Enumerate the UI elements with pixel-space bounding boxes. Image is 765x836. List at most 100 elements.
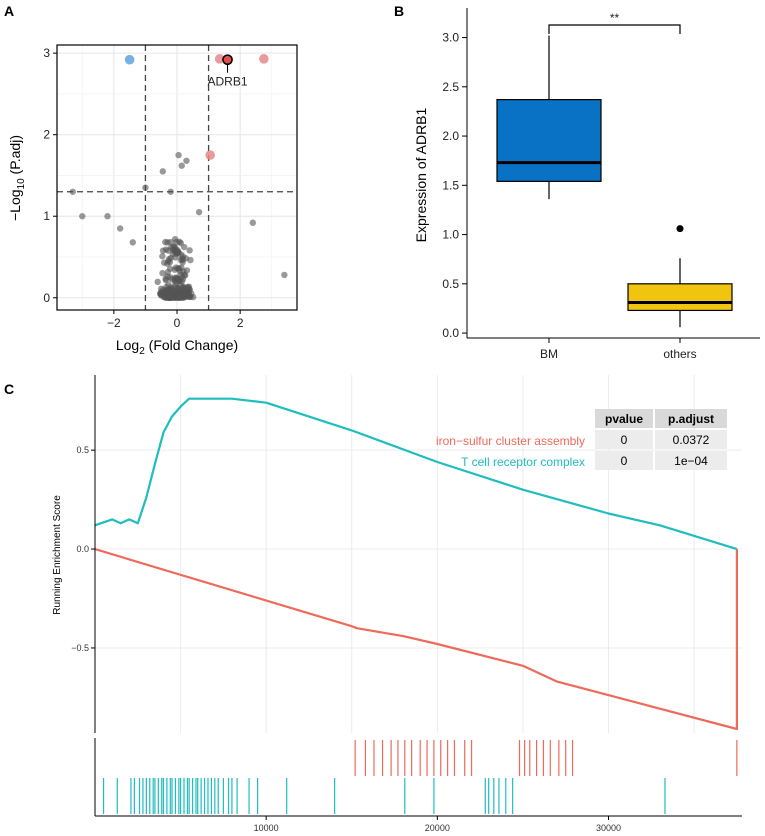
significance-bracket xyxy=(548,24,681,34)
box-bm xyxy=(496,99,602,182)
box-x-tick-label: BM xyxy=(540,347,558,361)
volcano-point xyxy=(167,274,174,281)
volcano-sig-point-up xyxy=(214,54,225,64)
volcano-sig-point-down xyxy=(124,54,135,65)
volcano-point xyxy=(176,267,183,274)
volcano-point xyxy=(159,269,166,277)
gsea-ticks: 10000 20000 30000 −0.5 0.0 0.5 xyxy=(71,445,621,833)
panel-letter-a: A xyxy=(4,3,14,19)
volcano-point xyxy=(176,238,183,245)
volcano-x-title-sub: 2 xyxy=(139,346,145,357)
box-others xyxy=(627,283,733,312)
box-y-tick-label: 1.5 xyxy=(442,178,459,192)
volcano-x-tick-label: 0 xyxy=(174,316,181,330)
volcano-y-tick-label: 0 xyxy=(43,291,50,305)
gsea-legend: iron−sulfur cluster assembly T cell recep… xyxy=(436,434,585,469)
gsea-table-cell-text: 0 xyxy=(621,454,628,468)
volcano-point xyxy=(156,290,164,297)
volcano-point xyxy=(281,271,288,279)
volcano-point xyxy=(178,162,185,169)
gsea-table-cell xyxy=(595,430,653,449)
gsea-table-header-text: pvalue xyxy=(605,412,643,426)
gsea-x-tick-label: 10000 xyxy=(254,823,279,833)
volcano-threshold-lines xyxy=(57,45,297,310)
gsea-plot: 10000 20000 30000 −0.5 0.0 0.5 Running Enrich… xyxy=(52,375,742,833)
box-y-axis-title: Expression of ADRB1 xyxy=(413,107,429,242)
box-y-tick-label: 0.5 xyxy=(442,277,459,291)
volcano-x-title-rest: (Fold Change) xyxy=(145,337,238,353)
volcano-point xyxy=(165,287,173,295)
volcano-point xyxy=(183,157,190,164)
box-outlier xyxy=(676,225,684,233)
volcano-x-tick-label: −2 xyxy=(107,316,121,330)
volcano-y-axis-title: −Log10 (P.adj) xyxy=(7,135,27,221)
gsea-table-header-text: p.adjust xyxy=(668,412,714,426)
gsea-gridlines xyxy=(95,375,742,733)
volcano-x-title-main: Log xyxy=(116,337,139,353)
volcano-point xyxy=(182,272,189,279)
volcano-point xyxy=(185,283,193,290)
box-y-tick-label: 3.0 xyxy=(442,31,459,45)
box-y-tick-label: 0.0 xyxy=(442,326,459,340)
box-plot: 0.0 0.5 1.0 1.5 2.0 2.5 3.0 BM others ** Expressi… xyxy=(413,8,760,361)
gsea-y-axis-title: Running Enrichment Score xyxy=(52,495,63,615)
volcano-x-axis-title: Log2 (Fold Change) xyxy=(116,337,238,357)
gsea-table-cell xyxy=(595,451,653,470)
gsea-legend-label-1: iron−sulfur cluster assembly xyxy=(436,434,585,448)
significance-stars: ** xyxy=(610,11,620,25)
gsea-hit-ticks xyxy=(102,740,738,814)
gsea-y-tick-label: 0.5 xyxy=(76,445,89,455)
box-y-tick-label: 2.5 xyxy=(442,80,459,94)
volcano-points xyxy=(69,151,288,301)
gsea-line-series-2 xyxy=(94,397,738,551)
box-y-tick-label: 2.0 xyxy=(442,129,459,143)
volcano-y-title-sub: 10 xyxy=(16,178,27,190)
volcano-point xyxy=(159,253,166,260)
gsea-running-score-lines xyxy=(94,397,738,731)
volcano-point xyxy=(104,213,111,220)
gsea-table-cell xyxy=(655,430,727,449)
volcano-point xyxy=(195,208,203,216)
gsea-table-cell-text: 1e−04 xyxy=(674,454,708,468)
volcano-point xyxy=(186,247,193,254)
volcano-point xyxy=(166,259,174,266)
box-plot-elements: 0.0 0.5 1.0 1.5 2.0 2.5 3.0 BM others ** xyxy=(442,11,733,361)
gsea-y-tick-label: −0.5 xyxy=(71,643,89,653)
gsea-table-header-cell xyxy=(595,409,653,428)
volcano-gridlines xyxy=(57,45,297,310)
volcano-point xyxy=(154,278,161,286)
volcano-point xyxy=(167,238,174,246)
volcano-point xyxy=(249,219,256,226)
volcano-point xyxy=(79,213,86,220)
volcano-highlight-points xyxy=(124,54,269,160)
volcano-point xyxy=(179,256,186,264)
volcano-ticks: −2 0 2 0 1 2 3 xyxy=(43,46,244,330)
gsea-table-header-cell xyxy=(655,409,727,428)
volcano-point xyxy=(175,293,182,301)
gsea-table-cell-text: 0 xyxy=(621,433,628,447)
volcano-point xyxy=(116,225,124,232)
volcano-x-tick-label: 2 xyxy=(237,316,244,330)
gsea-line-series-1 xyxy=(94,548,738,731)
gsea-legend-label-2: T cell receptor complex xyxy=(461,455,585,469)
volcano-point xyxy=(159,168,166,175)
volcano-sig-point-up xyxy=(259,54,269,64)
gsea-stats-table: pvalue p.adjust 0 0.0372 0 1e−04 xyxy=(595,409,727,470)
volcano-point xyxy=(175,151,182,159)
volcano-point xyxy=(175,249,182,256)
gsea-table-cell xyxy=(655,451,727,470)
volcano-y-title-rest: (P.adj) xyxy=(7,135,23,178)
box-y-tick-label: 1.0 xyxy=(442,228,459,242)
volcano-sig-point-up xyxy=(205,150,215,160)
panel-letter-c: C xyxy=(4,381,14,397)
volcano-point xyxy=(129,239,136,246)
volcano-point xyxy=(172,277,180,284)
gsea-y-tick-label: 0.0 xyxy=(76,544,89,554)
gsea-x-tick-label: 20000 xyxy=(425,823,450,833)
volcano-y-tick-label: 1 xyxy=(43,209,50,223)
volcano-y-tick-label: 2 xyxy=(43,128,50,142)
panel-letter-b: B xyxy=(394,3,404,19)
gsea-x-tick-label: 30000 xyxy=(596,823,621,833)
